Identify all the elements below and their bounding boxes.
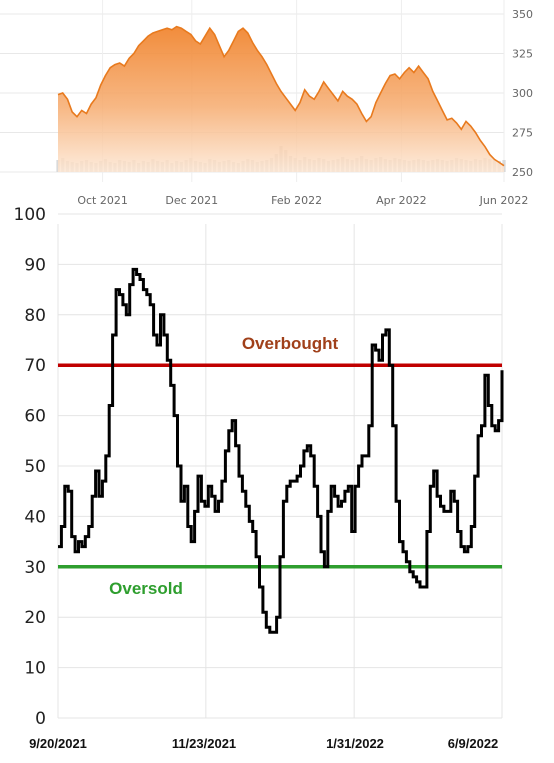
overbought-label: Overbought xyxy=(242,334,339,353)
top-ytick-1: 275 xyxy=(512,127,533,140)
rsi-ytick-2: 20 xyxy=(24,608,46,628)
rsi-ytick-0: 0 xyxy=(35,709,46,729)
top-ytick-3: 325 xyxy=(512,48,533,61)
top-xtick-2: Feb 2022 xyxy=(271,194,322,207)
rsi-ytick-7: 70 xyxy=(24,356,46,376)
price-line xyxy=(57,25,505,167)
rsi-ytick-5: 50 xyxy=(24,457,46,477)
rsi-xtick-0: 9/20/2021 xyxy=(29,736,87,751)
rsi-ytick-4: 40 xyxy=(24,507,46,527)
rsi-ytick-9: 90 xyxy=(24,255,46,275)
top-ytick-0: 250 xyxy=(512,166,533,179)
rsi-ytick-8: 80 xyxy=(24,306,46,326)
rsi-ytick-1: 10 xyxy=(24,659,46,679)
top-ytick-2: 300 xyxy=(512,87,533,100)
top-xtick-1: Dec 2021 xyxy=(165,194,218,207)
rsi-xtick-2: 1/31/2022 xyxy=(326,736,384,751)
oversold-label: Oversold xyxy=(109,579,183,598)
price-chart: 250 275 300 325 350 Oct 2021 Dec 2021 Feb 2022… xyxy=(0,0,533,207)
top-xtick-3: Apr 2022 xyxy=(376,194,427,207)
rsi-xtick-1: 11/23/2021 xyxy=(172,736,236,751)
oversold-label-bg xyxy=(100,574,198,601)
rsi-line xyxy=(58,267,504,634)
price-area xyxy=(58,26,504,172)
top-ytick-4: 350 xyxy=(512,8,533,21)
top-xtick-0: Oct 2021 xyxy=(77,194,128,207)
rsi-xtick-3: 6/9/2022 xyxy=(448,736,499,751)
overbought-label-bg xyxy=(232,330,348,357)
rsi-ytick-3: 30 xyxy=(24,558,46,578)
top-xtick-4: Jun 2022 xyxy=(479,194,529,207)
rsi-ytick-6: 60 xyxy=(24,407,46,427)
